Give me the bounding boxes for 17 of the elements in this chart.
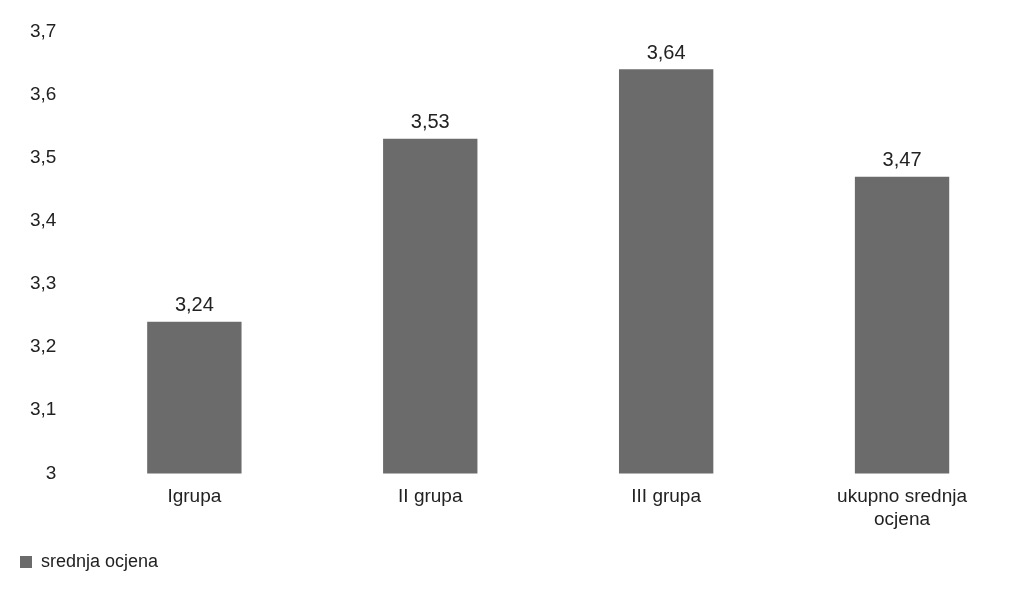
data-label: 3,24: [174, 293, 214, 316]
y-tick-label: 3,6: [29, 82, 57, 104]
y-tick-label: 3,3: [29, 272, 57, 294]
y-tick-label: 3,2: [29, 335, 57, 357]
y-tick-label: 3,7: [29, 19, 57, 41]
data-label: 3,53: [410, 110, 450, 133]
x-tick-label: II grupa: [398, 485, 463, 507]
y-tick-label: 3: [45, 461, 57, 483]
y-tick-label: 3,1: [29, 398, 57, 420]
data-label: 3,64: [646, 40, 686, 63]
data-label: 3,47: [882, 148, 922, 171]
x-tick-label: III grupa: [631, 485, 702, 507]
x-tick-label: ukupno srednja ocjena: [837, 485, 968, 529]
legend-label: srednja ocjena: [41, 550, 160, 571]
y-tick-label: 3,4: [29, 209, 57, 231]
x-tick-label: Igrupa: [167, 485, 222, 507]
y-tick-label: 3,5: [29, 145, 57, 167]
